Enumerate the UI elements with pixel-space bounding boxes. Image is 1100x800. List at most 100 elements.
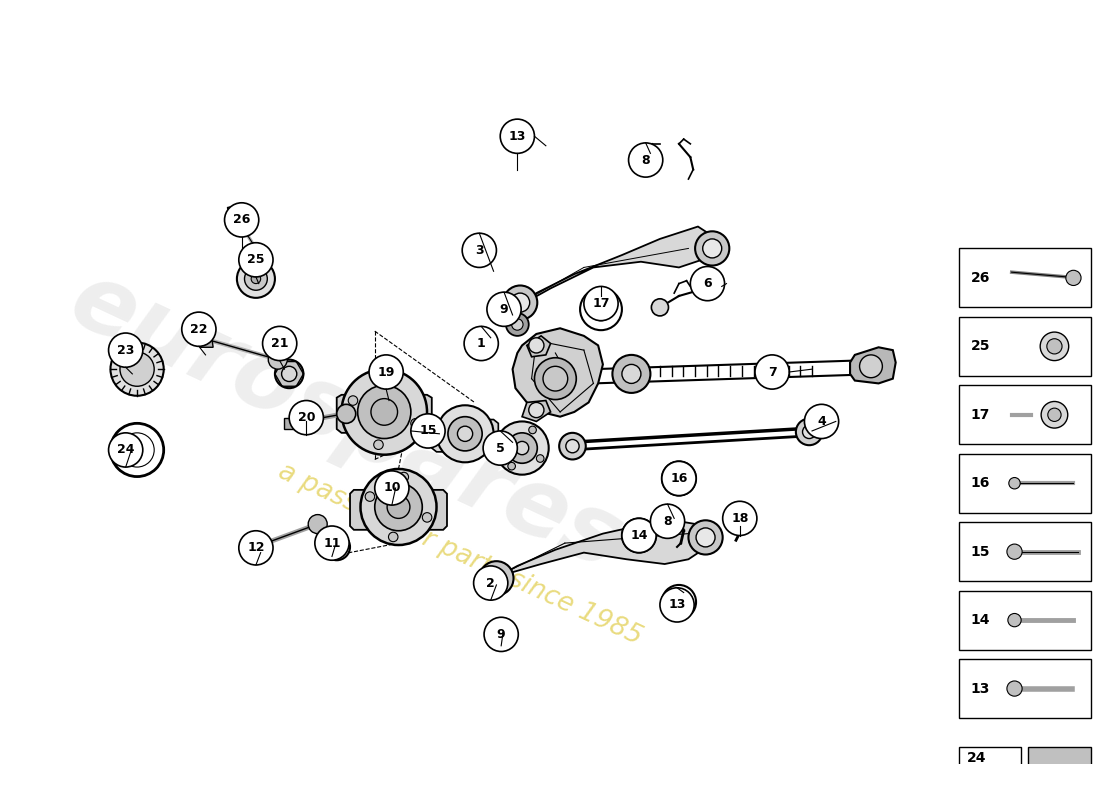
Polygon shape [527, 336, 551, 357]
Polygon shape [522, 401, 551, 422]
Circle shape [1009, 478, 1020, 489]
Text: 22: 22 [190, 322, 208, 336]
Circle shape [651, 299, 669, 316]
Circle shape [621, 518, 656, 553]
Circle shape [506, 313, 529, 336]
Circle shape [484, 618, 518, 651]
Text: 9: 9 [497, 628, 506, 641]
Text: 505 01: 505 01 [1033, 789, 1086, 800]
Polygon shape [517, 226, 717, 307]
Text: 7: 7 [768, 366, 777, 378]
Text: 8: 8 [641, 154, 650, 166]
Circle shape [1006, 681, 1022, 696]
Circle shape [337, 404, 355, 423]
Circle shape [239, 242, 273, 277]
Circle shape [361, 469, 437, 545]
Text: 10: 10 [383, 482, 400, 494]
Circle shape [500, 434, 508, 442]
Circle shape [411, 414, 446, 448]
Polygon shape [337, 395, 432, 433]
Circle shape [244, 267, 267, 290]
Circle shape [275, 360, 304, 388]
Circle shape [662, 462, 696, 495]
Circle shape [487, 292, 521, 326]
Text: 14: 14 [630, 529, 648, 542]
Text: 19: 19 [377, 366, 395, 378]
Circle shape [249, 242, 264, 258]
Circle shape [535, 358, 576, 399]
Circle shape [422, 513, 432, 522]
Circle shape [224, 202, 258, 237]
Circle shape [474, 566, 508, 600]
Circle shape [559, 433, 586, 459]
Circle shape [458, 426, 473, 442]
Polygon shape [350, 490, 447, 530]
Text: 8: 8 [663, 514, 672, 528]
Text: 25: 25 [971, 339, 990, 354]
Text: 4: 4 [817, 415, 826, 428]
Circle shape [1006, 544, 1022, 559]
Circle shape [487, 569, 506, 588]
Text: 12: 12 [248, 542, 265, 554]
Circle shape [1047, 338, 1062, 354]
Circle shape [512, 318, 522, 330]
Text: 6: 6 [703, 277, 712, 290]
Circle shape [308, 514, 327, 534]
FancyBboxPatch shape [959, 659, 1090, 718]
Circle shape [399, 472, 408, 482]
Text: 13: 13 [971, 682, 990, 695]
Text: 26: 26 [233, 214, 251, 226]
Circle shape [289, 401, 323, 434]
Text: 5: 5 [496, 442, 505, 454]
Circle shape [365, 492, 375, 502]
Circle shape [590, 298, 613, 321]
Text: eurospares: eurospares [56, 254, 637, 590]
Text: 23: 23 [117, 344, 134, 357]
Circle shape [696, 528, 715, 547]
FancyBboxPatch shape [959, 317, 1090, 376]
Text: 16: 16 [971, 476, 990, 490]
FancyBboxPatch shape [959, 590, 1090, 650]
Circle shape [371, 398, 397, 426]
Circle shape [448, 417, 482, 451]
Circle shape [703, 239, 722, 258]
Circle shape [368, 355, 404, 389]
Text: 3: 3 [475, 244, 484, 257]
Circle shape [480, 561, 514, 595]
Circle shape [621, 364, 641, 383]
Circle shape [495, 422, 549, 474]
Text: 17: 17 [971, 408, 990, 422]
Circle shape [495, 625, 507, 636]
Circle shape [662, 462, 696, 495]
Circle shape [109, 433, 143, 467]
Circle shape [508, 462, 516, 470]
Circle shape [341, 369, 427, 454]
Circle shape [510, 293, 530, 312]
Circle shape [120, 352, 154, 386]
Circle shape [464, 326, 498, 361]
Circle shape [689, 520, 723, 554]
Text: 17: 17 [592, 297, 609, 310]
Circle shape [387, 495, 410, 518]
Circle shape [516, 442, 529, 454]
Polygon shape [495, 522, 707, 578]
Circle shape [580, 288, 622, 330]
Circle shape [500, 119, 535, 154]
Circle shape [628, 143, 663, 177]
Text: 26: 26 [971, 271, 990, 285]
Polygon shape [513, 328, 603, 417]
FancyBboxPatch shape [1027, 746, 1090, 782]
Circle shape [315, 526, 349, 560]
Text: a passion for parts since 1985: a passion for parts since 1985 [274, 458, 647, 650]
Circle shape [282, 366, 297, 382]
Circle shape [529, 426, 537, 434]
Text: 20: 20 [297, 411, 315, 424]
Circle shape [490, 619, 513, 642]
Circle shape [239, 530, 273, 565]
Circle shape [584, 286, 618, 321]
Circle shape [804, 404, 838, 438]
Circle shape [323, 534, 350, 560]
Circle shape [723, 502, 757, 535]
Text: 14: 14 [971, 613, 990, 627]
Polygon shape [850, 347, 895, 383]
